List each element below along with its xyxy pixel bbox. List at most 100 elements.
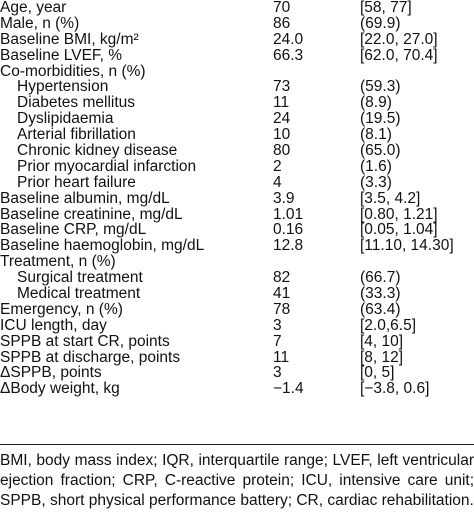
table-row: Medical treatment 41 (33.3) — [0, 286, 474, 302]
table-row: Hypertension 73 (59.3) — [0, 79, 474, 95]
row-label: Chronic kidney disease — [17, 142, 178, 160]
row-label: Baseline BMI, kg/m² — [0, 30, 139, 48]
row-label: Prior heart failure — [17, 173, 136, 191]
row-range: [0.05, 1.04] — [360, 221, 438, 239]
row-label: Age, year — [0, 0, 67, 16]
row-range: (63.4) — [360, 300, 401, 318]
row-value: 3.9 — [273, 189, 295, 207]
row-value: 80 — [273, 142, 291, 160]
row-label: Baseline haemoglobin, mg/dL — [0, 237, 205, 255]
row-value: 2 — [273, 157, 282, 175]
row-label: Surgical treatment — [17, 269, 143, 287]
row-label: ΔBody weight, kg — [0, 380, 120, 398]
row-label: Prior myocardial infarction — [17, 157, 197, 175]
row-range: [−3.8, 0.6] — [360, 380, 430, 398]
table-row: ΔBody weight, kg −1.4 [−3.8, 0.6] — [0, 381, 474, 397]
row-value: 24.0 — [273, 30, 304, 48]
table-row: Age, year 70 [58, 77] — [0, 0, 474, 16]
row-label: Male, n (%) — [0, 14, 80, 32]
table-row: Arterial fibrillation 10 (8.1) — [0, 127, 474, 143]
row-range: (59.3) — [360, 78, 401, 96]
row-range: (3.3) — [360, 173, 392, 191]
table-row: Prior heart failure 4 (3.3) — [0, 173, 474, 191]
row-label: Dyslipidaemia — [17, 110, 114, 128]
table-row: Surgical treatment 82 (66.7) — [0, 270, 474, 286]
row-label: Baseline LVEF, % — [0, 46, 123, 64]
row-value: 66.3 — [273, 46, 304, 64]
table-row: SPPB at start CR, points 7 [4, 10] — [0, 332, 474, 350]
row-value: 70 — [273, 0, 291, 16]
table-row: ΔSPPB, points 3 [0, 5] — [0, 365, 474, 381]
row-value: 82 — [273, 269, 291, 287]
group-row: Treatment, n (%) — [0, 254, 474, 270]
row-value: 3 — [273, 364, 282, 382]
row-range: [8, 12] — [360, 348, 404, 366]
row-range: (19.5) — [360, 110, 401, 128]
row-label: Baseline creatinine, mg/dL — [0, 205, 183, 223]
row-value: 73 — [273, 78, 291, 96]
row-value: 41 — [273, 285, 291, 303]
row-value: 1.01 — [273, 205, 304, 223]
table-row: Chronic kidney disease 80 (65.0) — [0, 143, 474, 159]
table-row: Baseline creatinine, mg/dL 1.01 [0.80, 1.2… — [0, 205, 474, 223]
row-range: (69.9) — [360, 14, 401, 32]
row-range: (8.1) — [360, 126, 392, 144]
table-row: Baseline haemoglobin, mg/dL 12.8 [11.10, 1… — [0, 238, 474, 254]
group-label: Co-morbidities, n (%) — [0, 62, 146, 80]
row-label: Diabetes mellitus — [17, 94, 136, 112]
row-range: [22.0, 27.0] — [360, 30, 438, 48]
row-label: Emergency, n (%) — [0, 300, 123, 318]
row-range: [11.10, 14.30] — [360, 237, 454, 255]
table-row: Male, n (%) 86 (69.9) — [0, 14, 474, 32]
group-row: Co-morbidities, n (%) — [0, 62, 474, 80]
table-row: Baseline BMI, kg/m² 24.0 [22.0, 27.0] — [0, 30, 474, 48]
table-row: ICU length, day 3 [2.0,6.5] — [0, 316, 474, 334]
row-label: SPPB at start CR, points — [0, 332, 170, 350]
table-rule — [0, 444, 474, 445]
row-label: Hypertension — [17, 78, 109, 96]
row-label: ICU length, day — [0, 316, 107, 334]
group-label: Treatment, n (%) — [0, 253, 116, 271]
row-value: 0.16 — [273, 221, 304, 239]
row-value: 11 — [273, 348, 290, 366]
row-label: Arterial fibrillation — [17, 126, 136, 144]
row-value: 86 — [273, 14, 291, 32]
row-label: Baseline albumin, mg/dL — [0, 189, 170, 207]
row-range: [0, 5] — [360, 364, 395, 382]
row-value: 3 — [273, 316, 282, 334]
row-range: [3.5, 4.2] — [360, 189, 421, 207]
row-range: (33.3) — [360, 285, 401, 303]
table-row: Baseline CRP, mg/dL 0.16 [0.05, 1.04] — [0, 222, 474, 238]
table-row: Dyslipidaemia 24 (19.5) — [0, 111, 474, 127]
row-label: Medical treatment — [17, 285, 141, 303]
row-range: (1.6) — [360, 157, 392, 175]
row-value: −1.4 — [273, 380, 304, 398]
row-value: 4 — [273, 173, 282, 191]
row-range: [0.80, 1.21] — [360, 205, 438, 223]
row-range: (8.9) — [360, 94, 392, 112]
row-value: 10 — [273, 126, 291, 144]
table-row: Baseline LVEF, % 66.3 [62.0, 70.4] — [0, 46, 474, 64]
row-range: [4, 10] — [360, 332, 404, 350]
row-range: (65.0) — [360, 142, 401, 160]
table-row: Emergency, n (%) 78 (63.4) — [0, 302, 474, 318]
row-value: 7 — [273, 332, 282, 350]
row-label: ΔSPPB, points — [0, 364, 102, 382]
row-label: SPPB at discharge, points — [0, 348, 181, 366]
table-row: SPPB at discharge, points 11 [8, 12] — [0, 348, 474, 366]
row-value: 78 — [273, 300, 291, 318]
row-label: Baseline CRP, mg/dL — [0, 221, 147, 239]
table-row: Prior myocardial infarction 2 (1.6) — [0, 159, 474, 175]
table: Age, year 70 [58, 77] Male, n (%) 86 (69.9) Ba… — [0, 0, 474, 397]
table-row: Diabetes mellitus 11 (8.9) — [0, 95, 474, 111]
row-range: [2.0,6.5] — [360, 316, 417, 334]
row-value: 24 — [273, 110, 291, 128]
row-range: (66.7) — [360, 269, 401, 287]
footnote: BMI, body mass index; IQR, interquartile… — [0, 452, 474, 509]
row-range: [62.0, 70.4] — [360, 46, 438, 64]
row-value: 11 — [273, 94, 290, 112]
row-value: 12.8 — [273, 237, 304, 255]
table-row: Baseline albumin, mg/dL 3.9 [3.5, 4.2] — [0, 189, 474, 207]
row-range: [58, 77] — [360, 0, 412, 16]
